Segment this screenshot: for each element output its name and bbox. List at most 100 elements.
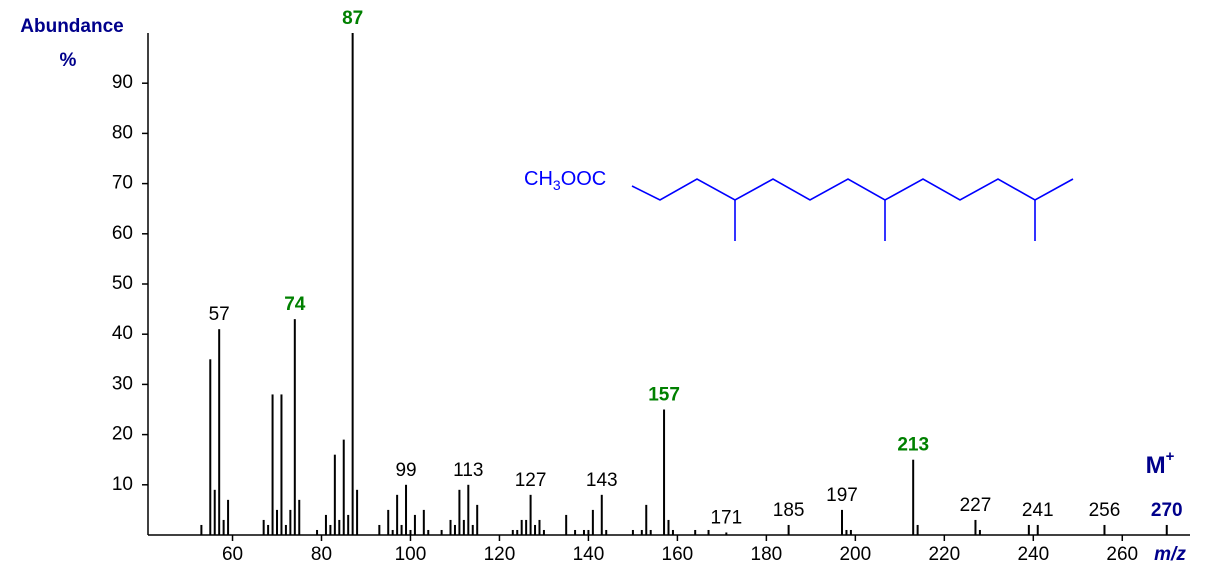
peak — [912, 459, 915, 535]
peak — [462, 519, 465, 535]
x-tick-label: 180 — [751, 544, 783, 565]
peak-label: 171 — [710, 508, 742, 529]
y-tick-label: 30 — [112, 373, 133, 394]
x-tick-label: 260 — [1106, 544, 1138, 565]
ion-symbol: M — [1146, 452, 1166, 479]
peak — [209, 359, 212, 535]
structure-label: CH3OOC — [524, 168, 606, 192]
peak — [449, 519, 452, 535]
peak — [516, 529, 519, 535]
peak — [542, 529, 545, 535]
peak-label: 57 — [209, 304, 230, 325]
peak — [458, 489, 461, 535]
peak — [391, 529, 394, 535]
peak — [671, 529, 674, 535]
peak — [227, 499, 230, 535]
peak — [413, 514, 416, 535]
peak-label: 185 — [773, 500, 805, 521]
peak — [538, 519, 541, 535]
y-tick-label: 50 — [112, 273, 133, 294]
peak — [1036, 524, 1039, 535]
peak — [525, 519, 528, 535]
peak — [280, 394, 283, 535]
peak — [378, 524, 381, 535]
peak — [333, 454, 336, 535]
peak — [324, 514, 327, 535]
y-tick-label: 40 — [112, 323, 133, 344]
peak — [631, 529, 634, 535]
peak — [316, 529, 319, 535]
peak — [694, 529, 697, 535]
peak-label: 143 — [586, 470, 618, 491]
x-tick-label: 140 — [573, 544, 605, 565]
peak — [511, 529, 514, 535]
peak — [396, 494, 399, 535]
peak-label: 87 — [342, 8, 363, 29]
peak-label: 157 — [648, 385, 680, 406]
peak — [213, 489, 216, 535]
ion-charge: + — [1166, 448, 1175, 465]
y-axis-label: Abundance — [20, 16, 123, 37]
peak — [787, 524, 790, 535]
peak — [400, 524, 403, 535]
peak-label: 197 — [826, 485, 858, 506]
peak — [453, 524, 456, 535]
y-tick-label: 90 — [112, 72, 133, 93]
peak — [1027, 524, 1030, 535]
peak — [471, 524, 474, 535]
peak — [591, 509, 594, 535]
peak — [218, 329, 221, 535]
peak — [262, 519, 265, 535]
x-tick-label: 160 — [662, 544, 694, 565]
peak — [725, 532, 728, 535]
peak-label: 74 — [284, 294, 306, 315]
peak — [667, 519, 670, 535]
peak — [978, 529, 981, 535]
peak — [649, 529, 652, 535]
peak — [600, 494, 603, 535]
structure-prefix: CH — [524, 168, 553, 190]
y-tick-label: 20 — [112, 424, 133, 445]
peak — [276, 509, 279, 535]
x-tick-label: 60 — [222, 544, 243, 565]
peak — [351, 33, 354, 535]
x-tick-label: 120 — [484, 544, 516, 565]
peak — [284, 524, 287, 535]
peak-label: 113 — [453, 460, 483, 481]
peak — [422, 509, 425, 535]
structure-subscript: 3 — [553, 177, 561, 193]
peak — [329, 524, 332, 535]
peak — [605, 529, 608, 535]
peak — [916, 524, 919, 535]
peak — [467, 484, 470, 535]
structure-suffix: OOC — [561, 168, 607, 190]
peak — [298, 499, 301, 535]
peak — [520, 519, 523, 535]
peak — [841, 509, 843, 535]
peak — [845, 529, 848, 535]
y-tick-label: 10 — [112, 474, 133, 495]
peak — [587, 529, 590, 535]
structure-chain — [631, 178, 1074, 201]
peak — [476, 504, 479, 535]
peak — [356, 489, 359, 535]
peak — [663, 409, 666, 535]
peak — [387, 509, 390, 535]
peak — [222, 519, 225, 535]
peak-label: 270 — [1151, 500, 1183, 521]
peak — [338, 519, 341, 535]
peak — [529, 494, 532, 535]
peak-label: 227 — [960, 495, 992, 516]
peak — [405, 484, 408, 535]
x-tick-label: 240 — [1017, 544, 1049, 565]
peak-label: 213 — [897, 435, 929, 456]
peak — [342, 439, 345, 535]
molecular-ion: M+ — [1146, 448, 1175, 479]
peak — [707, 529, 710, 535]
peak-label: 241 — [1022, 500, 1054, 521]
peak-label: 127 — [515, 470, 547, 491]
peak — [565, 514, 568, 535]
peak-label: 256 — [1089, 500, 1121, 521]
y-tick-label: 60 — [112, 223, 133, 244]
